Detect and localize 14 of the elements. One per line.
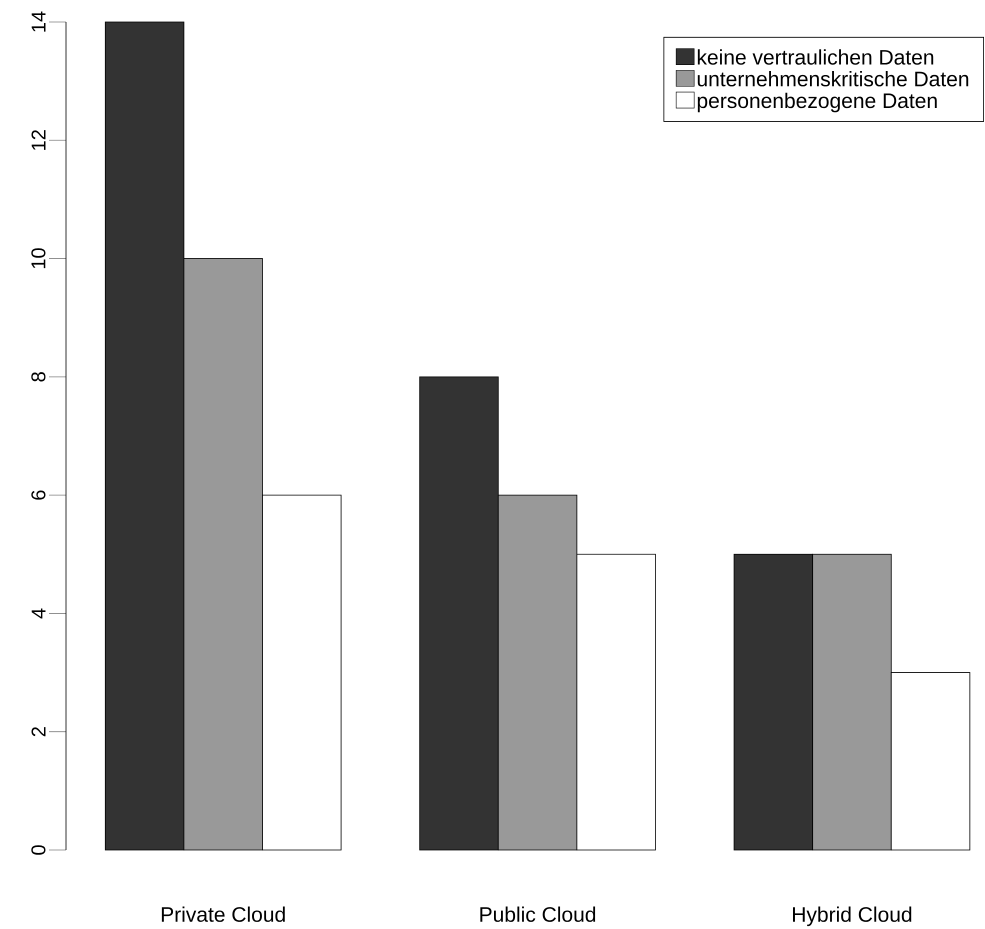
y-tick-label: 10 xyxy=(31,248,46,268)
y-tick-label: 14 xyxy=(32,11,46,32)
x-tick-label: Private Cloud xyxy=(162,906,285,922)
y-tick-label: 4 xyxy=(32,608,46,618)
legend-label: keine vertraulichen Daten xyxy=(698,49,934,65)
legend-label: unternehmenskritische Daten xyxy=(698,70,968,86)
legend-label: personenbezogene Daten xyxy=(698,92,937,112)
y-tick-label: 12 xyxy=(32,130,46,150)
y-tick-label: 6 xyxy=(31,490,46,500)
x-tick-label: Hybrid Cloud xyxy=(792,906,912,926)
y-tick-label: 2 xyxy=(32,726,46,736)
y-tick-label: 8 xyxy=(31,372,46,382)
y-tick-label: 0 xyxy=(31,845,46,855)
x-tick-label: Public Cloud xyxy=(480,906,596,922)
